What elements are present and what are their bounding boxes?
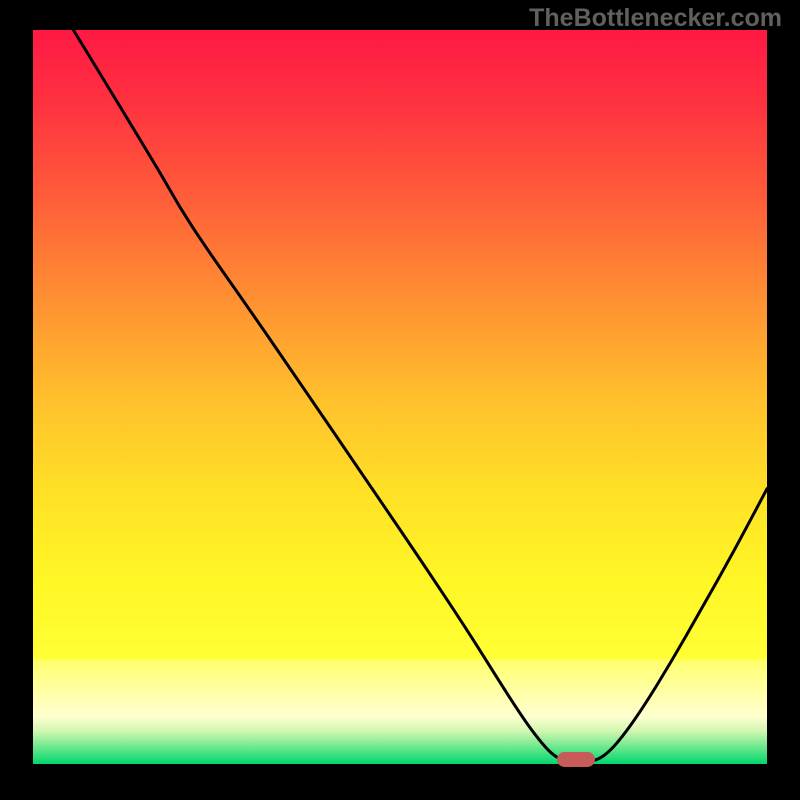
- bottleneck-curve: [33, 30, 767, 764]
- optimal-point-marker: [557, 752, 595, 767]
- watermark-text: TheBottlenecker.com: [529, 4, 782, 33]
